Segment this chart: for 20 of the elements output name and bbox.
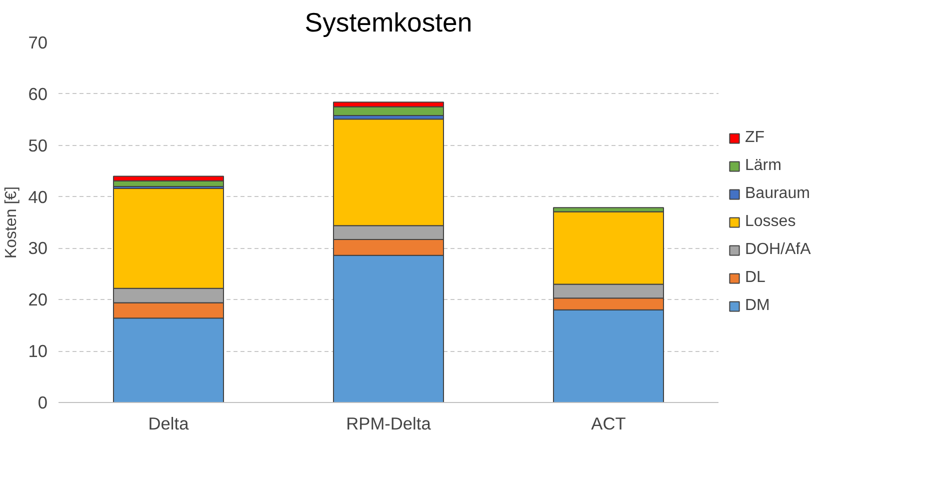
legend-label: ZF (745, 129, 765, 147)
chart-title: Systemkosten (304, 8, 472, 38)
legend-label: Losses (745, 213, 796, 231)
y-tick-label: 10 (28, 341, 48, 362)
y-tick-label: 60 (28, 84, 48, 104)
y-tick-label: 50 (28, 135, 48, 156)
legend-label: Lärm (745, 157, 782, 175)
legend-label: DL (745, 269, 766, 287)
legend-label: DM (745, 297, 770, 315)
legend-label: Bauraum (745, 185, 810, 203)
y-tick-label: 70 (28, 32, 48, 52)
y-tick-label: 30 (28, 238, 48, 258)
y-tick-label: 20 (28, 290, 48, 310)
x-tick-label: ACT (591, 414, 626, 434)
legend-label: DOH/AfA (745, 241, 811, 259)
y-axis-title: Kosten [€] (3, 186, 20, 259)
x-tick-label: RPM-Delta (346, 414, 432, 434)
y-tick-label: 40 (28, 186, 48, 207)
y-tick-label: 0 (38, 392, 48, 412)
x-tick-label: Delta (148, 414, 190, 434)
